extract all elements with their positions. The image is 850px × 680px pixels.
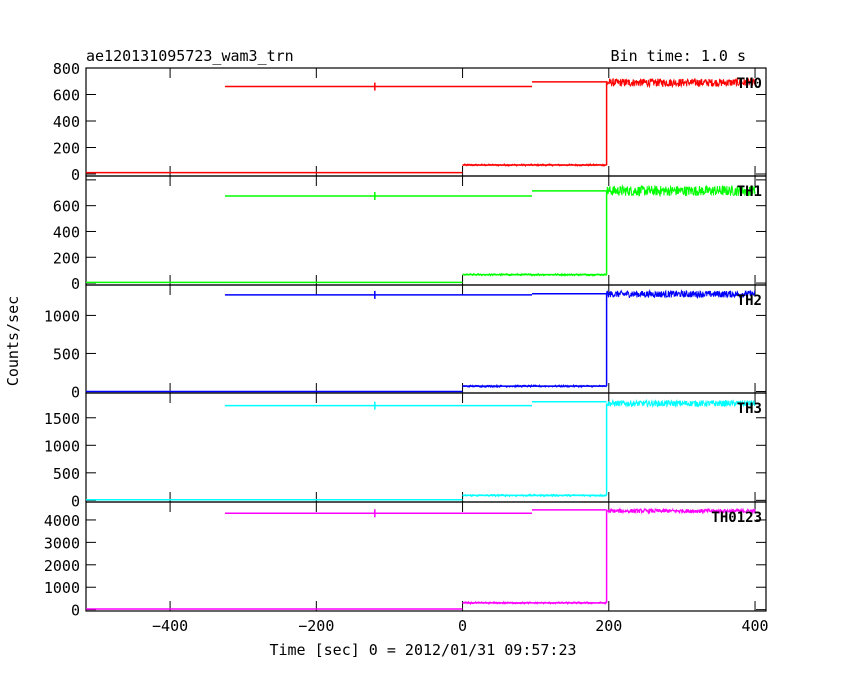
x-tick-label: 0 [458,617,467,635]
burst-series [606,184,756,198]
y-tick-label: 0 [71,383,80,401]
panels-group: 0 200 400 600 800 TH0 0 200 400 600 TH1 0 500 1000 TH2… [44,60,769,635]
y-tick-label: 500 [53,465,80,483]
y-tick-label: 500 [53,345,80,363]
y-tick-label: 400 [53,223,80,241]
y-tick-label: 2000 [44,557,80,575]
plateau-series [462,272,607,277]
plateau-series [462,493,607,498]
y-tick-label: 0 [71,602,80,620]
panel-label: TH2 [737,293,762,309]
panel-label: TH0123 [711,510,762,526]
panel-frame [85,284,767,394]
y-tick-label: 4000 [44,512,80,530]
x-tick-label: 200 [595,617,622,635]
y-tick-label: 1000 [44,307,80,325]
y-tick-label: 200 [53,140,80,158]
panel-th2: 0 500 1000 TH2 [44,284,767,401]
panel-frame [85,67,767,177]
burst-series [606,507,756,515]
panel-th3: 0 500 1000 1500 TH3 [44,392,767,510]
y-tick-label: 1500 [44,410,80,428]
y-tick-label: 600 [53,198,80,216]
x-axis-title: Time [sec] 0 = 2012/01/31 09:57:23 [269,641,576,659]
panel-frame [85,501,767,612]
y-tick-label: 800 [53,60,80,78]
panel-th1: 0 200 400 600 TH1 [53,175,767,293]
plateau-series [462,162,607,168]
plot-title: ae120131095723_wam3_trn [86,47,294,65]
y-tick-label: 600 [53,87,80,105]
panel-label: TH3 [737,401,762,417]
burst-series [606,76,756,89]
panel-th0123: 0 1000 2000 3000 4000 TH0123 [44,501,767,620]
y-tick-label: 0 [71,166,80,184]
x-tick-label: 400 [741,617,768,635]
y-tick-label: 200 [53,249,80,267]
y-tick-label: 3000 [44,534,80,552]
panel-frame [85,392,767,503]
y-tick-label: 1000 [44,437,80,455]
burst-series [606,398,756,408]
plateau-series [462,383,607,389]
y-tick-label: 400 [53,113,80,131]
x-tick-label: −200 [298,617,334,635]
plateau-series [462,600,607,606]
burst-series [606,288,756,300]
y-axis-title: Counts/sec [4,296,22,386]
y-tick-label: 0 [71,275,80,293]
y-tick-label: 0 [71,492,80,510]
y-tick-label: 1000 [44,579,80,597]
bin-time-label: Bin time: 1.0 s [611,47,746,65]
panel-label: TH1 [737,184,762,200]
x-tick-label: −400 [152,617,188,635]
panel-label: TH0 [737,76,762,92]
panel-th0: 0 200 400 600 800 TH0 [53,60,767,184]
